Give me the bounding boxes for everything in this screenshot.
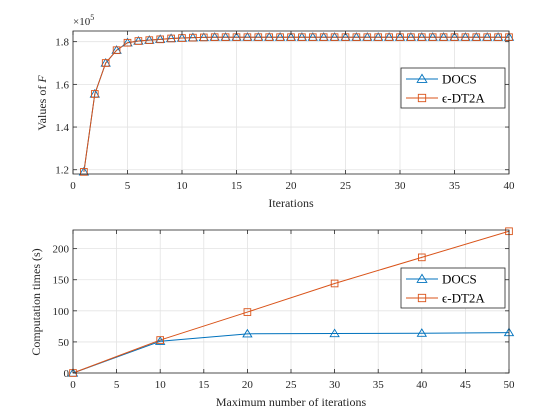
- bottom-y-tick-label: 100: [53, 306, 70, 318]
- top-x-tick-label: 20: [286, 180, 298, 192]
- bottom-y-axis-label: Computation times (s): [29, 248, 43, 355]
- bottom-legend-label-0: DOCS: [442, 272, 477, 287]
- top-legend-label-0: DOCS: [442, 72, 477, 87]
- bottom-legend-marker-0: [416, 273, 428, 283]
- bottom-x-tick-label: 25: [286, 379, 298, 391]
- bottom-x-tick-label: 50: [504, 379, 516, 391]
- top-series-1-point: [385, 33, 393, 41]
- top-y-tick-label: 1.2: [55, 165, 69, 177]
- top-x-tick-label: 30: [395, 180, 407, 192]
- bottom-legend: DOCS ϵ-DT2A: [400, 267, 506, 309]
- top-series-1-point: [298, 33, 306, 41]
- top-series-1-point: [199, 33, 208, 42]
- top-series-1-point: [330, 33, 339, 41]
- top-x-tick-label: 25: [340, 180, 352, 192]
- bottom-x-tick-label: 5: [114, 379, 120, 391]
- top-legend: DOCS ϵ-DT2A: [400, 67, 506, 109]
- bottom-series-line-1: [72, 230, 510, 374]
- top-series-line-1: [83, 36, 509, 172]
- top-x-tick-label: 10: [177, 180, 189, 192]
- top-series-1-point: [243, 33, 252, 41]
- bottom-series-1-point: [243, 308, 252, 316]
- bottom-series-0-point: [416, 328, 428, 337]
- top-series-1-point: [145, 36, 154, 44]
- bottom-legend-marker-1: [417, 293, 427, 303]
- top-series-1-point: [374, 33, 383, 41]
- top-y-tick-label: 1.4: [55, 122, 69, 134]
- bottom-series-0-point: [242, 328, 253, 338]
- bottom-ticks: 0 5 10 15 20 25 30 35 40 45 50 0 50 100 150 200: [53, 230, 516, 391]
- bottom-series-0-point: [154, 336, 166, 345]
- top-series-1-point: [254, 33, 263, 41]
- top-x-axis-label: Iterations: [268, 196, 314, 210]
- top-series-1-point: [221, 33, 230, 41]
- top-y-tick-label: 1.6: [55, 79, 69, 91]
- top-series-1-point: [101, 59, 110, 67]
- top-series-1-point: [134, 37, 143, 45]
- top-series-1-point: [156, 35, 165, 44]
- top-series-1-point: [167, 34, 175, 43]
- top-y-axis-label-prefix: Values of: [35, 83, 49, 131]
- bottom-y-tick-label: 0: [64, 368, 70, 380]
- top-x-tick-label: 5: [125, 180, 131, 192]
- top-series-1-point: [112, 46, 121, 55]
- top-y-axis-label-symbol: F: [35, 75, 49, 84]
- bottom-series-1-point: [417, 253, 426, 262]
- top-legend-marker-0: [416, 73, 428, 83]
- top-series-1-point: [276, 33, 284, 41]
- top-series-1-point: [319, 33, 328, 41]
- top-x-tick-label: 35: [449, 180, 461, 192]
- top-series-1-point: [461, 33, 470, 41]
- top-ticks: 0 5 10 15 20 25 30 35 40 1.2 1.4 1.6 1.8: [55, 31, 515, 192]
- top-series-1-point: [265, 33, 274, 41]
- bottom-x-tick-label: 20: [242, 379, 254, 391]
- bottom-x-tick-label: 45: [460, 379, 472, 391]
- top-legend-marker-1: [417, 93, 427, 103]
- top-chart: 0 5 10 15 20 25 30 35 401.21.41.61.8 Iterations …: [35, 13, 515, 210]
- top-legend-label-1: ϵ-DT2A: [442, 91, 485, 106]
- bottom-legend-label-1: ϵ-DT2A: [442, 291, 485, 306]
- top-series-1-point: [189, 33, 197, 42]
- top-series-1-point: [483, 33, 492, 41]
- top-series-1-point: [417, 33, 426, 41]
- top-series-1-point: [90, 90, 99, 98]
- top-series-1-point: [123, 38, 132, 47]
- bottom-x-tick-label: 40: [416, 379, 428, 391]
- bottom-x-tick-label: 35: [373, 379, 385, 391]
- top-series-1-point: [308, 33, 317, 41]
- top-y-axis-label: Values of F: [35, 75, 49, 131]
- bottom-x-tick-label: 0: [70, 379, 76, 391]
- bottom-series-1-point: [330, 279, 339, 288]
- top-x-tick-label: 0: [70, 180, 76, 192]
- bottom-chart: 0 5 10 15 20 25 30 35 40 45 50 0 50 100 150 200 Maximum…: [29, 227, 516, 409]
- bottom-x-tick-label: 30: [329, 379, 341, 391]
- bottom-x-axis-label: Maximum number of iterations: [216, 395, 367, 409]
- top-y-scale-factor: ×105: [73, 13, 94, 28]
- bottom-series-1-point: [156, 336, 165, 344]
- top-series-1-point: [407, 33, 415, 41]
- bottom-series-line-0: [72, 332, 510, 374]
- top-series-1-point: [428, 33, 437, 41]
- top-series: [78, 32, 515, 176]
- top-x-tick-label: 15: [231, 180, 243, 192]
- bottom-x-tick-label: 15: [198, 379, 210, 391]
- bottom-series-0-point: [329, 328, 340, 338]
- top-series-1-point: [80, 168, 88, 176]
- bottom-y-tick-label: 150: [53, 275, 70, 287]
- top-series-1-point: [210, 33, 219, 41]
- top-series-1-point: [472, 33, 481, 41]
- bottom-y-tick-label: 200: [53, 244, 70, 256]
- top-y-tick-label: 1.8: [55, 37, 69, 49]
- bottom-series: [67, 227, 515, 377]
- top-x-tick-label: 40: [504, 180, 516, 192]
- bottom-x-tick-label: 10: [155, 379, 167, 391]
- top-series-1-point: [439, 33, 448, 41]
- top-y-scale-exponent: 5: [90, 13, 94, 22]
- top-y-scale-base: ×10: [73, 16, 91, 28]
- bottom-y-tick-label: 50: [58, 337, 70, 349]
- top-series-1-point: [363, 33, 372, 41]
- top-series-1-point: [352, 33, 361, 41]
- top-series-1-point: [494, 33, 502, 41]
